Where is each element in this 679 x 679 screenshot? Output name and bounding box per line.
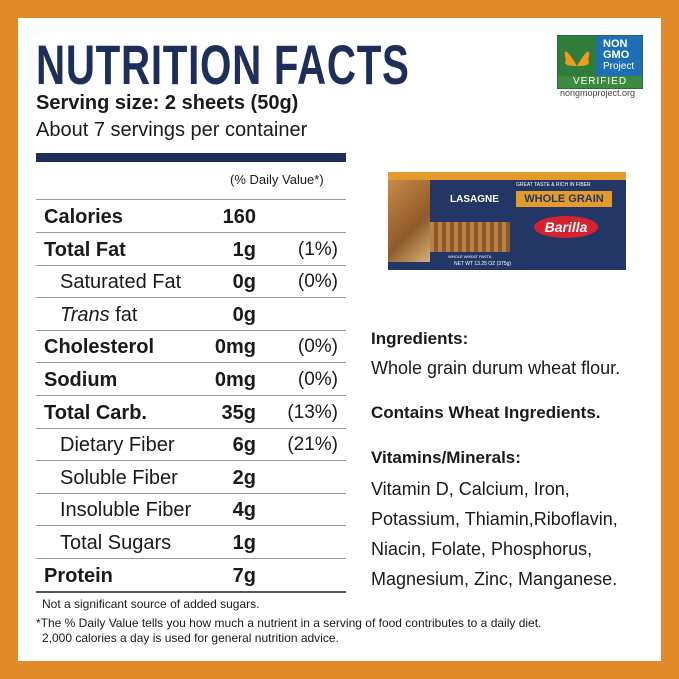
allergen: Contains Wheat Ingredients. xyxy=(371,403,601,422)
nutrient-name: Total Sugars xyxy=(60,532,172,554)
badge-text: NON xyxy=(603,38,628,50)
dv-header: (% Daily Value*) xyxy=(230,172,324,187)
vitamins-heading: Vitamins/Minerals: xyxy=(371,448,521,467)
divider xyxy=(36,153,346,162)
vitamins-line: Niacin, Folate, Phosphorus, xyxy=(371,539,593,559)
nutrient-name: Calories xyxy=(44,206,123,228)
badge-icon xyxy=(558,36,596,76)
package-brand: Barilla xyxy=(534,216,598,238)
nutrient-row: Saturated Fat 0g (0%) xyxy=(36,265,346,299)
nutrient-amount: 0g xyxy=(232,271,256,294)
nutrient-name: Insoluble Fiber xyxy=(60,499,192,522)
badge-text: Project xyxy=(603,61,635,72)
nutrient-amount: 0mg xyxy=(214,369,256,391)
nutrient-dv: (1%) xyxy=(297,238,338,260)
package-variant: WHOLE GRAIN xyxy=(516,191,612,207)
nutrient-dv: (0%) xyxy=(297,271,338,293)
pasta-sheet xyxy=(430,222,510,252)
badge-url: nongmoproject.org xyxy=(560,88,636,98)
nutrient-row: Dietary Fiber 6g (21%) xyxy=(36,428,346,462)
nutrient-amount: 0mg xyxy=(214,336,256,359)
non-gmo-badge: NON GMO Project VERIFIED xyxy=(557,35,643,89)
nutrient-name-italic: Trans xyxy=(60,303,110,326)
nutrient-name: Soluble Fiber xyxy=(60,466,178,489)
nutrient-amount: 1g xyxy=(232,532,256,554)
package-tagline: GREAT TASTE & RICH IN FIBER xyxy=(516,182,591,188)
nutrient-row: Total Sugars 1g xyxy=(36,526,346,559)
nutrient-row: Calories 160 xyxy=(36,200,346,233)
butterfly xyxy=(564,51,590,66)
footnote: Not a significant source of added sugars… xyxy=(42,597,260,611)
nutrient-name: Protein xyxy=(44,564,113,587)
nutrient-amount: 0g xyxy=(232,303,256,326)
nutrient-dv: (13%) xyxy=(287,401,338,423)
nutrient-row: Soluble Fiber 2g xyxy=(36,461,346,494)
nutrient-name: Saturated Fat xyxy=(60,271,182,294)
nutrient-dv: (0%) xyxy=(297,336,338,358)
nutrient-amount: 7g xyxy=(232,564,256,587)
header-rule xyxy=(36,199,346,200)
footnote: 2,000 calories a day is used for general… xyxy=(42,631,339,645)
nutrient-name: Dietary Fiber xyxy=(60,434,175,457)
nutrient-name: Total Carb. xyxy=(44,401,147,424)
nutrient-row: Trans fat 0g xyxy=(36,298,346,331)
nutrient-amount: 4g xyxy=(232,499,256,522)
nutrient-row: Total Carb. 35g (13%) xyxy=(36,396,346,429)
nutrient-row: Total Fat 1g (1%) xyxy=(36,233,346,266)
package-description: WHOLE WHEAT PASTA xyxy=(448,254,492,259)
nutrient-name-text: fat xyxy=(115,303,138,326)
nutrient-name: Cholesterol xyxy=(44,336,155,359)
nutrient-name: Sodium xyxy=(44,369,118,391)
nutrient-row: Protein 7g xyxy=(36,559,346,593)
nutrient-row: Cholesterol 0mg (0%) xyxy=(36,330,346,364)
nutrient-amount: 35g xyxy=(221,401,256,424)
package-name: LASAGNE xyxy=(450,194,499,205)
package-image: GREAT TASTE & RICH IN FIBER LASAGNE WHOL… xyxy=(388,172,626,270)
vitamins-line: Potassium, Thiamin,Riboflavin, xyxy=(371,509,618,529)
nutrient-row: Insoluble Fiber 4g xyxy=(36,493,346,527)
package-weight: NET WT 13.25 OZ (375g) xyxy=(454,261,512,267)
nutrient-row: Sodium 0mg (0%) xyxy=(36,363,346,396)
ingredients-text: Whole grain durum wheat flour. xyxy=(371,358,621,378)
nutrient-amount: 160 xyxy=(222,206,256,228)
nutrient-amount: 1g xyxy=(232,238,256,261)
servings: About 7 servings per container xyxy=(36,119,308,141)
badge-verified: VERIFIED xyxy=(558,76,642,88)
package-photo xyxy=(388,180,430,262)
nutrient-dv: (21%) xyxy=(287,434,338,456)
serving-size: Serving size: 2 sheets (50g) xyxy=(36,92,299,114)
nutrient-name: Total Fat xyxy=(44,238,126,261)
nutrient-amount: 6g xyxy=(232,434,256,457)
nutrient-name: Trans fat xyxy=(60,304,137,327)
package-stripe xyxy=(388,172,626,180)
badge-text: GMO xyxy=(603,49,630,61)
nutrient-dv: (0%) xyxy=(297,369,338,390)
vitamins-line: Vitamin D, Calcium, Iron, xyxy=(371,479,570,499)
nutrient-amount: 2g xyxy=(232,466,256,489)
badge-text-bg xyxy=(596,36,642,76)
vitamins-line: Magnesium, Zinc, Manganese. xyxy=(371,569,618,589)
footnote: *The % Daily Value tells you how much a … xyxy=(36,616,542,630)
title: NUTRITION FACTS xyxy=(36,33,410,96)
ingredients-heading: Ingredients: xyxy=(371,329,469,348)
